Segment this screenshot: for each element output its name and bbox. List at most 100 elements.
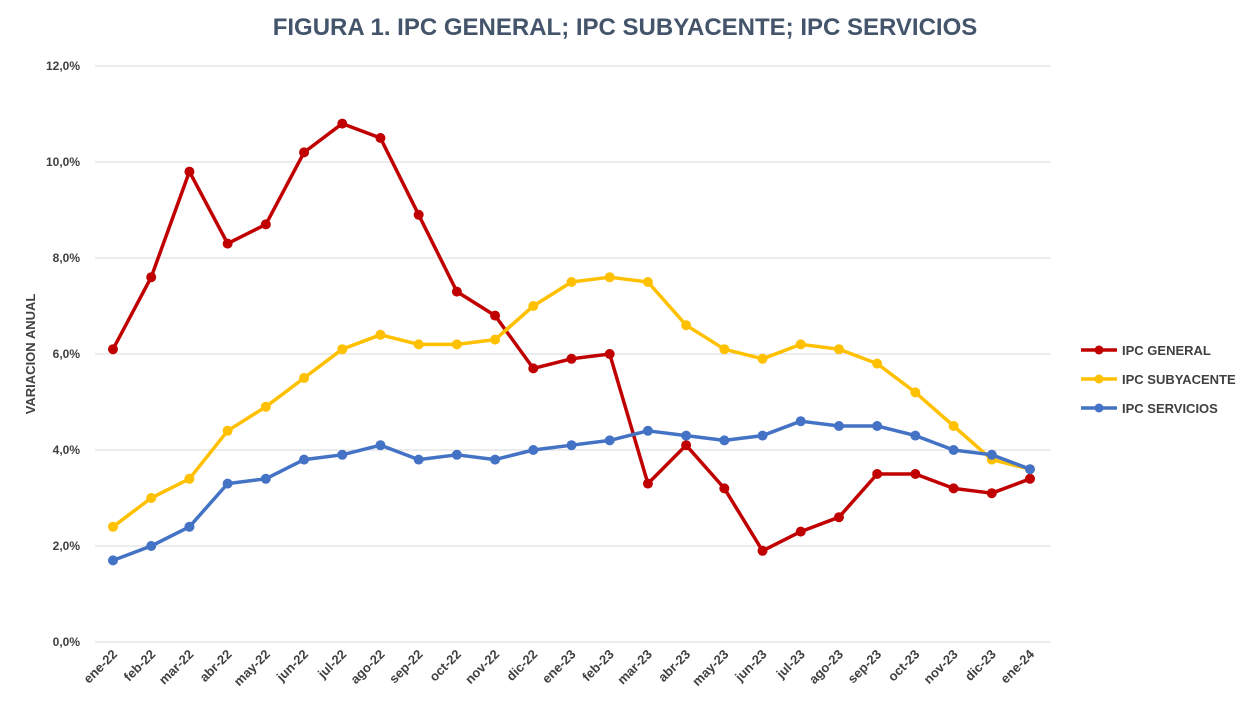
data-point-1-20	[872, 358, 883, 369]
data-point-0-19	[833, 512, 844, 523]
x-tick-label-11: dic-22	[503, 647, 540, 684]
legend-label-2: IPC SERVICIOS	[1122, 401, 1218, 416]
data-point-2-10	[490, 454, 501, 465]
data-point-0-1	[146, 272, 157, 283]
data-point-1-7	[375, 329, 386, 340]
x-tick-label-24: ene-24	[997, 646, 1037, 686]
y-axis-tick-labels: 0,0% 2,0% 4,0% 6,0% 8,0% 10,0% 12,0%	[46, 59, 80, 649]
legend-swatch-marker-0	[1094, 345, 1104, 355]
data-point-1-8	[413, 339, 424, 350]
x-tick-label-16: may-23	[689, 647, 731, 689]
series-1	[108, 272, 1035, 532]
data-point-1-9	[451, 339, 462, 350]
data-point-0-4	[260, 219, 271, 230]
data-point-2-20	[872, 421, 883, 431]
x-tick-label-3: abr-22	[197, 647, 235, 685]
series-2	[108, 416, 1035, 566]
x-tick-label-23: dic-23	[962, 647, 999, 684]
legend-entry-1: IPC SUBYACENTE	[1081, 372, 1236, 387]
data-point-0-20	[872, 469, 883, 479]
data-point-1-1	[146, 493, 157, 503]
y-tick-label-5: 10,0%	[46, 155, 80, 169]
data-point-0-13	[604, 349, 615, 359]
data-point-0-7	[375, 133, 386, 143]
legend-entry-2: IPC SERVICIOS	[1081, 401, 1218, 416]
legend-label-0: IPC GENERAL	[1122, 343, 1211, 358]
data-point-1-0	[108, 521, 118, 532]
data-point-2-18	[795, 416, 806, 427]
data-point-0-8	[413, 209, 424, 220]
chart-title: FIGURA 1. IPC GENERAL; IPC SUBYACENTE; I…	[273, 14, 978, 41]
data-point-1-15	[681, 320, 692, 331]
data-point-0-21	[910, 469, 921, 479]
y-tick-label-0: 0,0%	[53, 635, 81, 649]
data-point-2-3	[222, 478, 233, 489]
data-point-0-10	[490, 310, 501, 321]
data-point-0-6	[337, 118, 348, 129]
x-tick-label-12: ene-23	[539, 647, 579, 687]
data-point-2-17	[757, 430, 768, 441]
data-point-0-15	[681, 440, 692, 451]
data-point-2-11	[528, 445, 539, 455]
data-point-0-0	[108, 344, 118, 355]
data-point-2-15	[681, 430, 692, 441]
x-tick-label-1: feb-22	[121, 647, 159, 685]
y-tick-label-1: 2,0%	[53, 539, 81, 553]
data-point-0-23	[986, 488, 997, 499]
data-point-0-9	[451, 286, 462, 297]
data-point-0-16	[719, 483, 730, 494]
x-tick-label-8: sep-22	[386, 647, 426, 687]
data-point-0-17	[757, 545, 768, 556]
legend-entry-0: IPC GENERAL	[1081, 343, 1211, 358]
data-point-1-17	[757, 353, 768, 364]
data-point-1-22	[948, 421, 959, 431]
x-tick-label-18: jul-23	[773, 647, 808, 682]
x-tick-label-5: jun-22	[273, 647, 311, 685]
data-point-2-0	[108, 555, 118, 566]
series-line-0	[111, 121, 1032, 553]
legend-label-1: IPC SUBYACENTE	[1122, 372, 1236, 387]
data-point-1-21	[910, 387, 921, 398]
data-point-2-22	[948, 445, 959, 455]
data-point-2-1	[146, 541, 157, 551]
series-layer	[108, 118, 1035, 566]
x-tick-label-19: ago-23	[806, 647, 846, 687]
data-point-0-5	[299, 147, 310, 158]
x-tick-label-22: nov-23	[920, 647, 960, 687]
data-point-1-14	[642, 277, 653, 287]
y-tick-label-6: 12,0%	[46, 59, 80, 73]
x-tick-label-15: abr-23	[655, 647, 693, 685]
x-tick-label-17: jun-23	[731, 647, 769, 685]
data-point-1-5	[299, 373, 310, 383]
data-point-2-19	[833, 421, 844, 431]
series-0	[108, 118, 1035, 556]
data-point-1-6	[337, 344, 348, 355]
x-tick-label-21: oct-23	[885, 647, 923, 685]
x-tick-label-0: ene-22	[80, 647, 120, 687]
y-tick-label-3: 6,0%	[53, 347, 81, 361]
data-point-2-6	[337, 449, 348, 460]
data-point-0-18	[795, 526, 806, 537]
data-point-1-19	[833, 344, 844, 355]
data-point-1-2	[184, 473, 195, 484]
y-tick-label-2: 4,0%	[53, 443, 81, 457]
data-point-1-10	[490, 334, 501, 345]
x-tick-label-7: ago-22	[347, 647, 387, 687]
x-tick-label-2: mar-22	[156, 647, 197, 688]
legend: IPC GENERAL IPC SUBYACENTE IPC SERVICIOS	[1081, 343, 1236, 416]
x-tick-label-9: oct-22	[426, 647, 464, 685]
data-point-0-22	[948, 483, 959, 494]
data-point-0-2	[184, 166, 195, 177]
data-point-1-12	[566, 277, 577, 287]
data-point-0-14	[642, 478, 653, 489]
data-point-2-2	[184, 521, 195, 532]
data-point-2-7	[375, 440, 386, 451]
data-point-2-13	[604, 435, 615, 446]
data-point-0-11	[528, 363, 539, 374]
x-tick-label-4: may-22	[231, 647, 273, 689]
data-point-1-13	[604, 272, 615, 283]
data-point-2-21	[910, 430, 921, 441]
data-point-2-8	[413, 454, 424, 465]
legend-swatch-marker-2	[1094, 403, 1104, 413]
